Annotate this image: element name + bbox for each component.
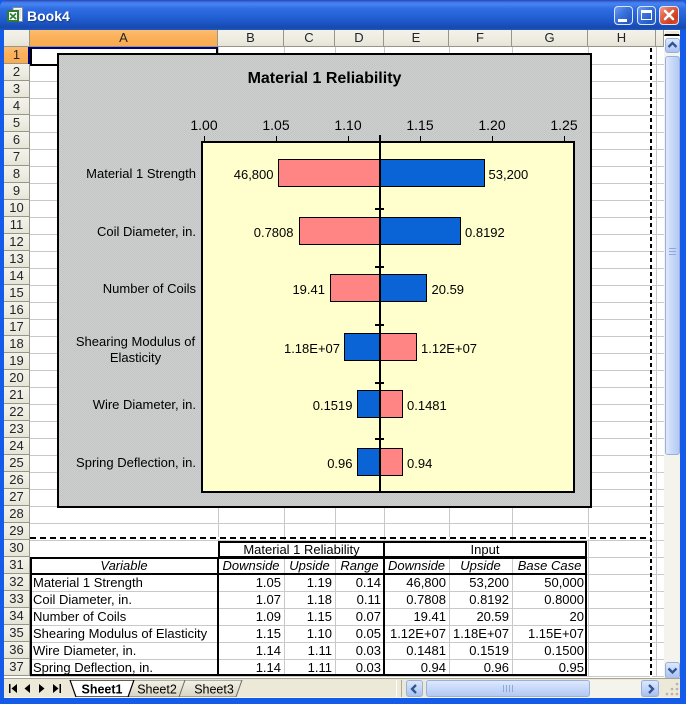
svg-text:Sheet2: Sheet2 bbox=[137, 683, 177, 697]
svg-text:Sheet3: Sheet3 bbox=[194, 683, 234, 697]
svg-text:Sheet1: Sheet1 bbox=[82, 683, 123, 697]
